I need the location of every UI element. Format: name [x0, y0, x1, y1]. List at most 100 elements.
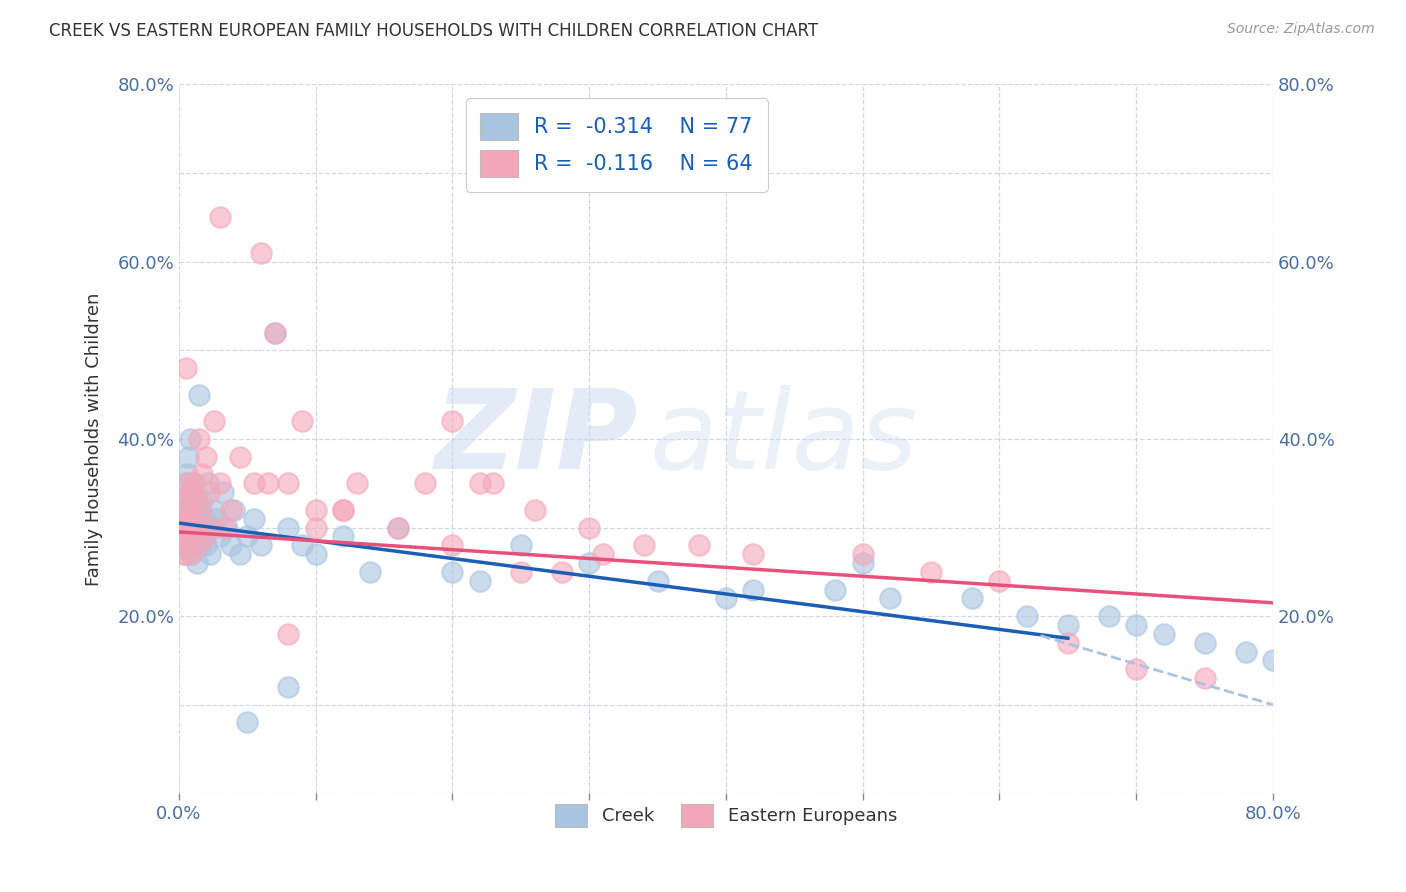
Point [1261, 653, 1284, 667]
Point [441, 565, 464, 579]
Point [176, 538, 198, 552]
Point [208, 211, 231, 225]
Point [332, 503, 354, 517]
Point [305, 503, 328, 517]
Point [172, 547, 194, 561]
Point [387, 520, 409, 534]
Y-axis label: Family Households with Children: Family Households with Children [86, 293, 103, 585]
Point [176, 511, 198, 525]
Point [173, 529, 195, 543]
Point [988, 574, 1011, 588]
Point [236, 529, 259, 543]
Point [183, 476, 205, 491]
Point [714, 591, 737, 606]
Point [174, 361, 197, 376]
Point [198, 485, 221, 500]
Text: Source: ZipAtlas.com: Source: ZipAtlas.com [1227, 22, 1375, 37]
Text: CREEK VS EASTERN EUROPEAN FAMILY HOUSEHOLDS WITH CHILDREN CORRELATION CHART: CREEK VS EASTERN EUROPEAN FAMILY HOUSEHO… [49, 22, 818, 40]
Point [190, 538, 212, 552]
Point [177, 450, 200, 464]
Point [1194, 636, 1216, 650]
Point [174, 538, 197, 552]
Point [173, 520, 195, 534]
Point [173, 494, 195, 508]
Point [277, 627, 299, 641]
Point [920, 565, 942, 579]
Point [177, 529, 200, 543]
Point [250, 538, 273, 552]
Point [187, 520, 209, 534]
Point [179, 432, 201, 446]
Point [181, 476, 204, 491]
Point [180, 547, 202, 561]
Point [441, 538, 464, 552]
Point [186, 494, 208, 508]
Point [201, 520, 224, 534]
Point [592, 547, 614, 561]
Point [191, 467, 214, 482]
Point [852, 556, 875, 570]
Point [180, 529, 202, 543]
Point [219, 503, 242, 517]
Point [173, 511, 195, 525]
Point [193, 520, 215, 534]
Text: atlas: atlas [650, 385, 918, 492]
Point [184, 520, 207, 534]
Point [1153, 627, 1175, 641]
Point [509, 565, 531, 579]
Point [219, 538, 242, 552]
Point [509, 538, 531, 552]
Point [332, 529, 354, 543]
Point [332, 503, 354, 517]
Point [291, 538, 314, 552]
Point [172, 538, 194, 552]
Point [523, 503, 546, 517]
Point [1125, 618, 1147, 632]
Point [647, 574, 669, 588]
Point [180, 485, 202, 500]
Point [183, 520, 205, 534]
Point [236, 715, 259, 730]
Point [742, 547, 765, 561]
Point [263, 326, 285, 340]
Point [190, 503, 212, 517]
Point [1057, 636, 1080, 650]
Point [187, 538, 209, 552]
Point [174, 520, 197, 534]
Point [194, 511, 217, 525]
Point [176, 476, 198, 491]
Point [174, 547, 197, 561]
Point [186, 556, 208, 570]
Point [256, 476, 278, 491]
Point [188, 432, 211, 446]
Point [176, 467, 198, 482]
Point [177, 520, 200, 534]
Point [195, 538, 218, 552]
Point [215, 520, 238, 534]
Point [879, 591, 901, 606]
Point [176, 503, 198, 517]
Point [742, 582, 765, 597]
Point [179, 529, 201, 543]
Point [305, 547, 328, 561]
Point [263, 326, 285, 340]
Point [208, 476, 231, 491]
Point [194, 529, 217, 543]
Text: ZIP: ZIP [434, 385, 638, 492]
Point [359, 565, 381, 579]
Point [193, 529, 215, 543]
Point [181, 503, 204, 517]
Point [191, 494, 214, 508]
Point [413, 476, 436, 491]
Point [578, 556, 600, 570]
Point [1098, 609, 1121, 624]
Point [197, 476, 219, 491]
Point [1234, 644, 1257, 658]
Point [633, 538, 655, 552]
Point [578, 520, 600, 534]
Point [441, 414, 464, 428]
Point [277, 520, 299, 534]
Point [243, 511, 266, 525]
Legend: Creek, Eastern Europeans: Creek, Eastern Europeans [547, 797, 904, 834]
Point [243, 476, 266, 491]
